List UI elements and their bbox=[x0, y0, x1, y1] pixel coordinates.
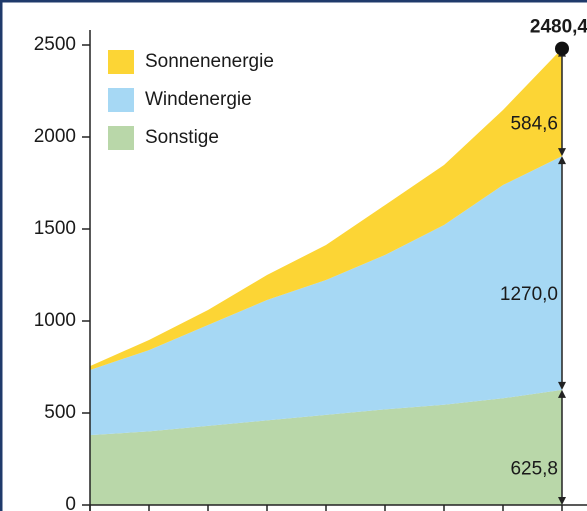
legend-swatch bbox=[108, 88, 134, 112]
legend-label: Sonstige bbox=[145, 127, 219, 148]
y-tick-label: 0 bbox=[65, 494, 76, 511]
legend-label: Windenergie bbox=[145, 89, 252, 110]
arrow-head bbox=[558, 156, 566, 165]
area bbox=[90, 156, 562, 436]
areas bbox=[90, 48, 562, 505]
y-tick-label: 1000 bbox=[34, 310, 76, 331]
y-tick-label: 1500 bbox=[34, 218, 76, 239]
value-label: 584,6 bbox=[510, 113, 558, 134]
value-label: 625,8 bbox=[510, 458, 558, 479]
value-label: 1270,0 bbox=[500, 284, 558, 305]
legend-label: Sonnenenergie bbox=[145, 51, 274, 72]
foreground: 0 500 1000 1500 2000 2500 584,6 1270,0 625,8 2480… bbox=[34, 17, 587, 511]
y-tick-label: 2000 bbox=[34, 126, 76, 147]
legend-swatch bbox=[108, 50, 134, 74]
y-tick-label: 2500 bbox=[34, 34, 76, 55]
legend-swatch bbox=[108, 126, 134, 150]
arrow-head bbox=[558, 148, 566, 157]
total-label: 2480,4 bbox=[530, 17, 587, 38]
arrow-head bbox=[558, 389, 566, 398]
area bbox=[90, 389, 562, 505]
arrow-head bbox=[558, 381, 566, 390]
y-tick-label: 500 bbox=[44, 402, 76, 423]
total-marker bbox=[555, 41, 569, 56]
arrow-head bbox=[558, 497, 566, 505]
